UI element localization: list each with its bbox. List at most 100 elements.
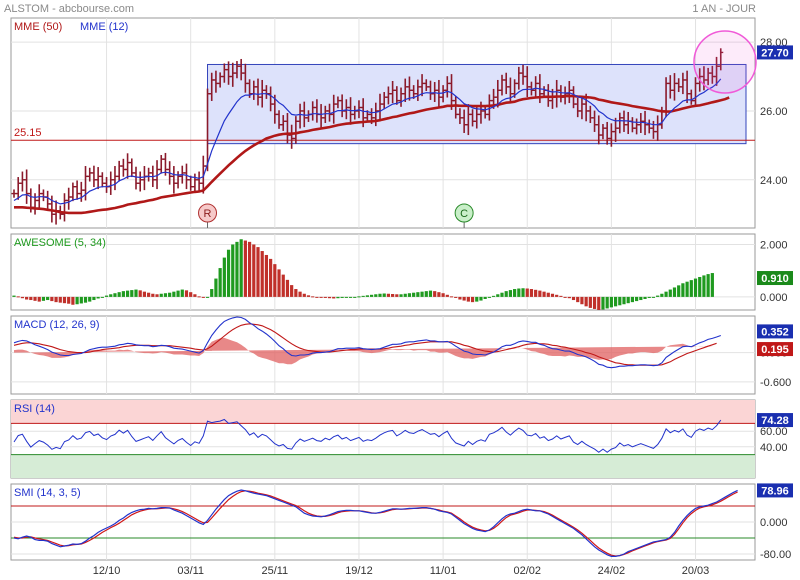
awesome-bar bbox=[290, 285, 294, 297]
awesome-bar bbox=[348, 296, 353, 298]
signal-marker bbox=[454, 203, 474, 223]
x-tick-label: 12/10 bbox=[93, 565, 121, 577]
awesome-bar bbox=[58, 296, 62, 303]
awesome-bar bbox=[71, 296, 75, 305]
awesome-bar bbox=[529, 289, 534, 297]
awesome-bar bbox=[75, 296, 79, 305]
awesome-bar bbox=[563, 296, 567, 298]
awesome-bar bbox=[382, 293, 386, 297]
awesome-bar bbox=[710, 273, 714, 297]
awesome-bar bbox=[25, 296, 29, 300]
awesome-bar bbox=[601, 296, 605, 310]
awesome-bar bbox=[365, 295, 369, 297]
smi-last-value: 78.96 bbox=[761, 485, 789, 497]
awesome-bar bbox=[420, 291, 424, 297]
awesome-bar bbox=[269, 258, 273, 297]
macd-histogram bbox=[14, 337, 717, 365]
awesome-bar bbox=[521, 288, 525, 297]
awesome-bar bbox=[29, 296, 33, 301]
awesome-bar bbox=[205, 296, 210, 298]
awesome-bar bbox=[441, 293, 445, 297]
awesome-bar bbox=[525, 288, 529, 297]
awesome-bar bbox=[340, 296, 344, 298]
awesome-bar bbox=[37, 296, 41, 302]
awesome-bar bbox=[264, 254, 269, 297]
awesome-bar bbox=[693, 278, 698, 297]
awesome-bar bbox=[407, 293, 412, 297]
awesome-bar bbox=[668, 289, 672, 297]
y-tick-label: 24.00 bbox=[760, 175, 788, 187]
awesome-bar bbox=[142, 291, 147, 297]
y-tick-label: 0.000 bbox=[760, 292, 788, 304]
awesome-bar bbox=[672, 287, 677, 297]
awesome-bar bbox=[226, 249, 231, 297]
y-tick-label: -0.600 bbox=[760, 377, 791, 389]
awesome-bar bbox=[395, 294, 399, 297]
awesome-bar bbox=[281, 274, 285, 297]
awesome-bar bbox=[584, 296, 588, 307]
awesome-bar bbox=[592, 296, 597, 309]
awesome-bar bbox=[260, 251, 264, 297]
rsi-overbought-zone bbox=[11, 400, 755, 424]
awesome-bar bbox=[643, 296, 647, 299]
awesome-bar bbox=[306, 295, 311, 297]
awesome-bar bbox=[243, 240, 247, 297]
awesome-bar bbox=[193, 294, 197, 297]
awesome-bar bbox=[369, 294, 374, 297]
awesome-bar bbox=[454, 296, 458, 298]
awesome-bar bbox=[508, 290, 513, 297]
awesome-bar bbox=[580, 296, 584, 305]
x-tick-label: 24/02 bbox=[598, 565, 626, 577]
price-last-value-bg bbox=[757, 45, 793, 60]
price-last-value: 27.70 bbox=[761, 47, 789, 59]
awesome-bar bbox=[517, 288, 521, 297]
y-tick-label: 60.00 bbox=[760, 426, 788, 438]
awesome-bar bbox=[121, 291, 125, 297]
awesome-bar bbox=[20, 296, 25, 299]
awesome-bar bbox=[357, 296, 361, 298]
awesome-bar bbox=[437, 292, 441, 297]
awesome-bar bbox=[104, 295, 109, 297]
legend-entry: SMI (14, 3, 5) bbox=[14, 487, 81, 499]
awesome-bar bbox=[252, 244, 256, 297]
legend-entry: MME (50) bbox=[14, 21, 62, 33]
awesome-bar bbox=[424, 291, 428, 297]
awesome-bar bbox=[92, 296, 96, 301]
awesome-bar bbox=[155, 294, 159, 297]
awesome-bar bbox=[54, 296, 58, 303]
rsi-oversold-zone bbox=[11, 454, 755, 478]
awesome-bar bbox=[428, 290, 433, 297]
signal-marker-label: R bbox=[204, 208, 212, 220]
awesome-bar bbox=[344, 296, 348, 298]
awesome-bar bbox=[597, 296, 601, 310]
awesome-bar bbox=[79, 296, 83, 304]
breakout-highlight-circle bbox=[693, 30, 757, 94]
awesome-last-value: 0.910 bbox=[761, 273, 789, 285]
awesome-bar bbox=[698, 276, 702, 297]
macd-last-value-bg bbox=[757, 324, 793, 339]
awesome-bar bbox=[487, 296, 491, 298]
awesome-bar bbox=[353, 296, 357, 298]
awesome-bar bbox=[12, 295, 16, 297]
awesome-bar bbox=[483, 296, 487, 299]
awesome-bar bbox=[109, 294, 113, 297]
awesome-bar bbox=[176, 290, 180, 297]
awesome-bar bbox=[67, 296, 71, 304]
awesome-bar bbox=[298, 291, 302, 297]
awesome-bar bbox=[538, 290, 542, 297]
signal-marker bbox=[198, 203, 218, 223]
awesome-bar bbox=[231, 244, 235, 297]
y-tick-label: -80.00 bbox=[760, 549, 791, 561]
awesome-bar bbox=[513, 289, 517, 297]
macd-panel-frame bbox=[10, 315, 756, 395]
awesome-bar bbox=[201, 296, 205, 298]
awesome-bar bbox=[239, 239, 243, 297]
rsi-last-value: 74.28 bbox=[761, 415, 789, 427]
awesome-bar bbox=[433, 291, 437, 297]
awesome-bar bbox=[41, 296, 46, 301]
awesome-bar bbox=[197, 296, 201, 298]
awesome-bar bbox=[113, 293, 117, 297]
awesome-bar bbox=[534, 289, 538, 297]
mme12-line bbox=[13, 78, 722, 205]
